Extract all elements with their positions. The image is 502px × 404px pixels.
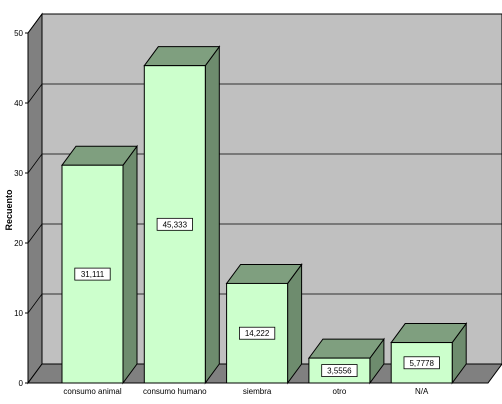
gridline [27, 223, 502, 244]
value-label-box [238, 326, 276, 340]
gridline [27, 83, 502, 104]
y-tick-label: 30 [14, 169, 23, 178]
value-label-box [156, 217, 193, 231]
gridline [27, 153, 502, 174]
x-tick-label: consumo animal [63, 387, 121, 396]
bar: 31,111 [61, 144, 138, 385]
bar: 5,7778 [390, 322, 468, 385]
y-axis-label: Recuento [4, 189, 14, 231]
bar: 3,5556 [307, 337, 385, 385]
value-label: 3,5556 [327, 367, 352, 376]
y-axis: 0 10 20 30 40 50 [14, 29, 29, 388]
bar-side [287, 262, 303, 385]
value-label: 31,111 [81, 270, 105, 279]
value-label-box [74, 267, 111, 281]
value-label: 14,222 [245, 329, 270, 338]
x-tick-label: consumo humano [143, 387, 207, 396]
value-label-box [403, 356, 440, 370]
x-axis-categories: consumo animal consumo humano siembra otro N… [63, 387, 429, 396]
bar: 45,333 [143, 45, 221, 385]
x-tick-label: N/A [415, 387, 429, 396]
y-tick-label: 20 [14, 239, 23, 248]
bar-side [204, 45, 220, 385]
gridline [27, 13, 502, 34]
x-tick-label: siembra [243, 387, 272, 396]
side-wall [27, 12, 43, 385]
bar-side [122, 144, 138, 385]
y-tick-label: 0 [19, 379, 24, 388]
value-label: 5,7778 [409, 359, 434, 368]
value-label: 45,333 [163, 220, 188, 229]
y-tick-label: 50 [14, 29, 23, 38]
gridlines [27, 13, 502, 314]
bar: 14,222 [225, 262, 303, 385]
gridline [27, 293, 502, 314]
x-tick-label: otro [333, 387, 347, 396]
value-label-box [321, 364, 358, 377]
bars: 31,111 45,333 14,222 3,5556 5,7778 [61, 45, 468, 385]
y-tick-label: 10 [14, 309, 23, 318]
y-tick-label: 40 [14, 99, 23, 108]
